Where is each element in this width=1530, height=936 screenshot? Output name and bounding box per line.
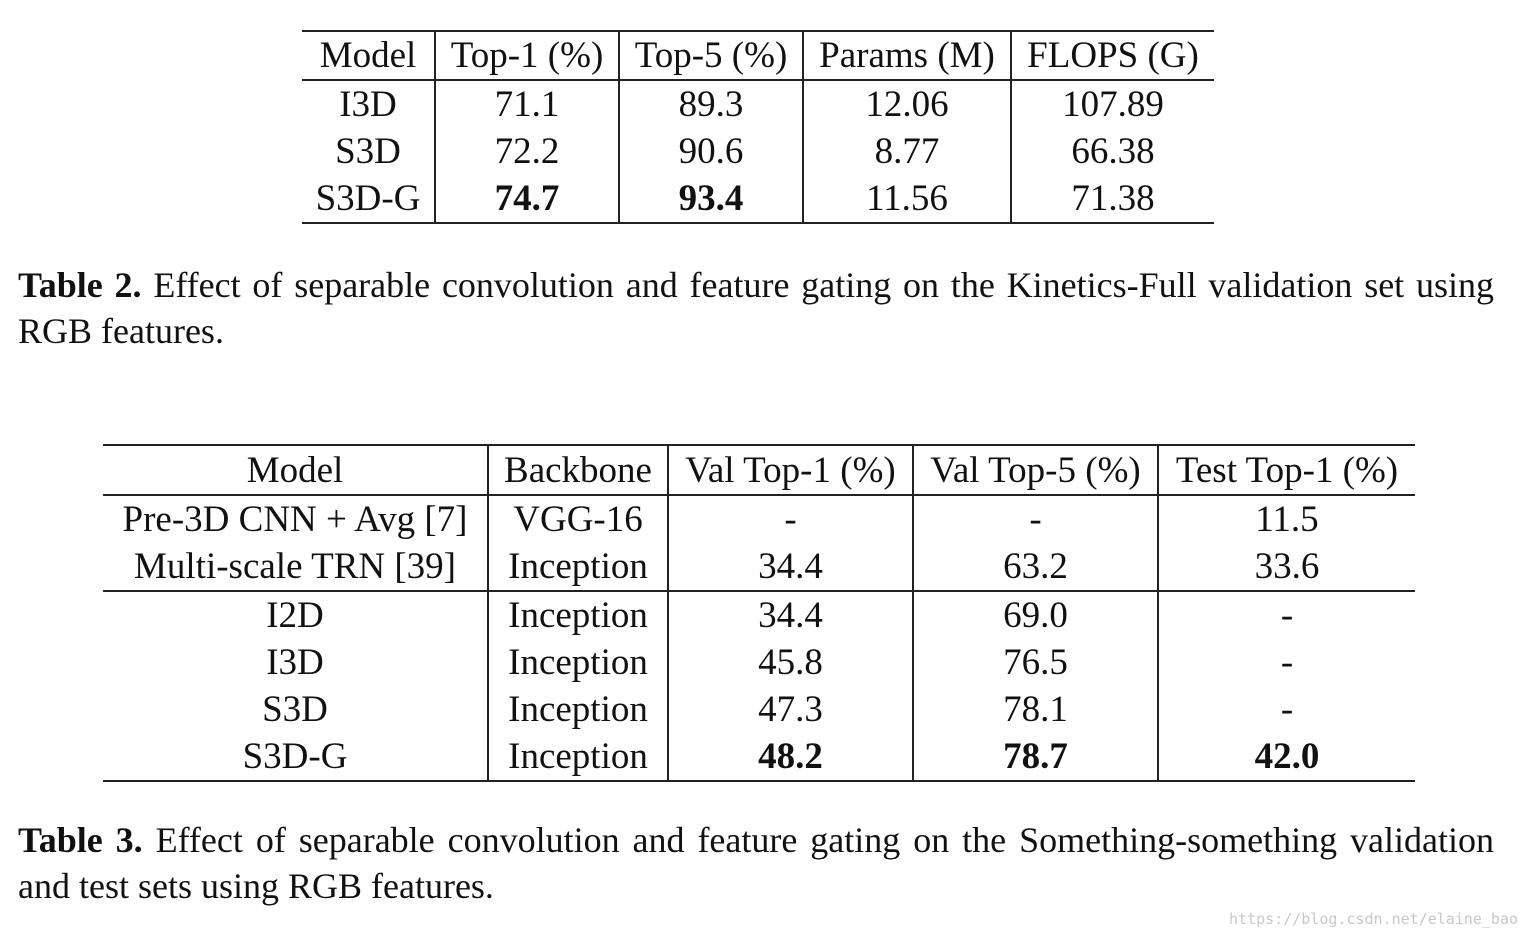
cell-val-top5: 78.1: [913, 686, 1159, 733]
col-header-val-top1: Val Top-1 (%): [668, 444, 914, 496]
cell-backbone: VGG-16: [488, 495, 669, 543]
cell-val-top1-best: 48.2: [668, 733, 914, 782]
cell-top1: 71.1: [435, 80, 620, 128]
col-header-params: Params (M): [803, 30, 1012, 81]
cell-flops: 71.38: [1011, 175, 1214, 224]
col-header-top1: Top-1 (%): [435, 30, 620, 81]
col-header-model: Model: [103, 444, 489, 496]
cell-backbone: Inception: [488, 543, 669, 592]
cell-val-top1: 34.4: [668, 591, 914, 639]
cell-val-top1: -: [668, 495, 914, 543]
caption-text: Effect of separable convolution and feat…: [18, 265, 1495, 351]
col-header-top5: Top-5 (%): [619, 30, 804, 81]
cell-flops: 107.89: [1062, 84, 1164, 125]
cell-model: Multi-scale TRN [39]: [103, 543, 489, 592]
caption-text: Effect of separable convolution and feat…: [18, 820, 1494, 906]
cell-params: 11.56: [803, 175, 1012, 224]
cell-top5: 90.6: [619, 128, 804, 175]
cell-test-top1-best: 42.0: [1158, 733, 1415, 782]
watermark-url: https://blog.csdn.net/elaine_bao: [1229, 910, 1518, 928]
cell-val-top5: -: [913, 495, 1159, 543]
cell-val-top1: 45.8: [668, 639, 914, 686]
col-header-backbone: Backbone: [488, 444, 669, 496]
cell-val-top5: 63.2: [913, 543, 1159, 592]
table-header-row: Model Top-1 (%) Top-5 (%) Params (M) FLO…: [302, 30, 1214, 81]
cell-model: S3D: [103, 686, 489, 733]
cell-model: I2D: [103, 591, 489, 639]
table-row: I2D Inception 34.4 69.0 -: [103, 591, 1415, 639]
cell-params: 12.06: [803, 80, 1012, 128]
cell-model: S3D-G: [302, 175, 436, 224]
cell-backbone: Inception: [488, 639, 669, 686]
cell-test-top1: 33.6: [1158, 543, 1415, 592]
cell-top5-best: 93.4: [619, 175, 804, 224]
cell-test-top1: -: [1280, 595, 1294, 636]
cell-model: I3D: [302, 80, 436, 128]
table-row: S3D Inception 47.3 78.1 -: [103, 686, 1415, 733]
cell-val-top5: 76.5: [913, 639, 1159, 686]
cell-flops: 66.38: [1071, 131, 1155, 172]
col-header-test-top1: Test Top-1 (%): [1158, 444, 1415, 496]
table-row: I3D 71.1 89.3 12.06 107.89: [302, 80, 1214, 128]
caption-label: Table 3.: [18, 820, 143, 860]
col-header-model: Model: [302, 30, 436, 81]
cell-backbone: Inception: [488, 733, 669, 782]
cell-model: I3D: [103, 639, 489, 686]
cell-top1-best: 74.7: [435, 175, 620, 224]
cell-test-top1: 11.5: [1255, 499, 1319, 540]
cell-backbone: Inception: [488, 686, 669, 733]
col-header-flops: FLOPS (G): [1011, 30, 1214, 81]
cell-val-top5: 69.0: [913, 591, 1159, 639]
cell-test-top1: -: [1280, 689, 1294, 730]
table-2: Model Top-1 (%) Top-5 (%) Params (M) FLO…: [302, 30, 1214, 224]
cell-model: Pre-3D CNN + Avg [7]: [103, 495, 489, 543]
cell-top1: 72.2: [435, 128, 620, 175]
cell-params: 8.77: [803, 128, 1012, 175]
cell-val-top1: 34.4: [668, 543, 914, 592]
table-row: S3D-G 74.7 93.4 11.56 71.38: [302, 175, 1214, 224]
table-row: S3D 72.2 90.6 8.77 66.38: [302, 128, 1214, 175]
table-row: Pre-3D CNN + Avg [7] VGG-16 - - 11.5: [103, 495, 1415, 543]
cell-model: S3D: [302, 128, 436, 175]
table-header-row: Model Backbone Val Top-1 (%) Val Top-5 (…: [103, 444, 1415, 496]
cell-top5: 89.3: [619, 80, 804, 128]
caption-label: Table 2.: [18, 265, 142, 305]
table-3-caption: Table 3. Effect of separable convolution…: [18, 817, 1494, 909]
cell-model: S3D-G: [103, 733, 489, 782]
col-header-val-top5: Val Top-5 (%): [913, 444, 1159, 496]
cell-val-top5-best: 78.7: [913, 733, 1159, 782]
cell-test-top1: -: [1280, 642, 1294, 683]
table-row: I3D Inception 45.8 76.5 -: [103, 639, 1415, 686]
table-row: S3D-G Inception 48.2 78.7 42.0: [103, 733, 1415, 782]
table-2-caption: Table 2. Effect of separable convolution…: [18, 262, 1494, 354]
table-row: Multi-scale TRN [39] Inception 34.4 63.2…: [103, 543, 1415, 592]
cell-backbone: Inception: [488, 591, 669, 639]
cell-val-top1: 47.3: [668, 686, 914, 733]
table-3: Model Backbone Val Top-1 (%) Val Top-5 (…: [103, 444, 1415, 782]
